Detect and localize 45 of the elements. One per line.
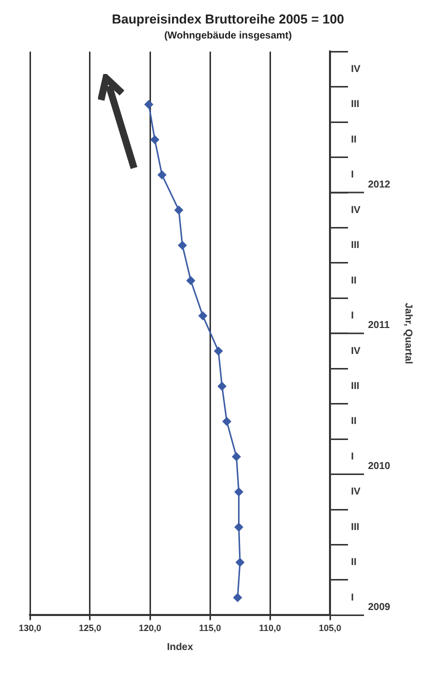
point	[222, 417, 232, 426]
y-tick-label: IV	[351, 346, 361, 357]
y-tick-label: II	[351, 134, 357, 146]
point	[234, 522, 244, 532]
text: 2009	[368, 602, 391, 613]
point	[233, 593, 242, 602]
y-tick-label: III	[351, 240, 360, 252]
y-tick-label: IV	[351, 486, 361, 498]
point	[218, 382, 226, 390]
point	[144, 100, 154, 109]
y-tick-label: I	[351, 592, 354, 604]
point	[186, 276, 196, 285]
y-tick-label: I	[351, 310, 354, 322]
x-axis-title: Index	[166, 642, 194, 653]
point	[232, 452, 241, 461]
point	[234, 488, 244, 496]
x-tick-label: 120,0	[138, 623, 162, 634]
y-tick-label: II	[351, 275, 357, 286]
y-tick-label: III	[351, 522, 360, 533]
point	[198, 312, 208, 320]
point	[178, 241, 187, 250]
y-tick-label: IV	[351, 64, 361, 75]
x-tick-label: 110,0	[258, 623, 282, 634]
y-tick-label: I	[351, 451, 354, 462]
point	[158, 170, 166, 180]
x-tick-label: 130,0	[18, 623, 42, 634]
y-axis-title: Jahr, Quartal	[402, 302, 414, 364]
y-tick-label: III	[351, 99, 360, 110]
point	[214, 346, 223, 356]
x-tick-label: 115,0	[198, 623, 222, 634]
text: 2010	[368, 461, 391, 472]
point	[150, 135, 160, 144]
text: 2011	[368, 320, 390, 332]
x-tick-label: 105,0	[318, 623, 342, 634]
x-tick-label: 125,0	[78, 623, 102, 634]
text: 2012	[368, 179, 391, 190]
y-tick-label: II	[351, 557, 357, 568]
point	[236, 558, 244, 567]
y-tick-label: IV	[351, 204, 361, 216]
chart-title: Baupreisindex Bruttoreihe 2005 = 100	[112, 11, 344, 26]
y-tick-label: II	[351, 416, 357, 428]
chart-subtitle: (Wohngebäude insgesamt)	[164, 30, 292, 42]
y-tick-label: III	[351, 380, 360, 392]
point	[174, 206, 184, 214]
y-tick-label: I	[351, 170, 354, 181]
